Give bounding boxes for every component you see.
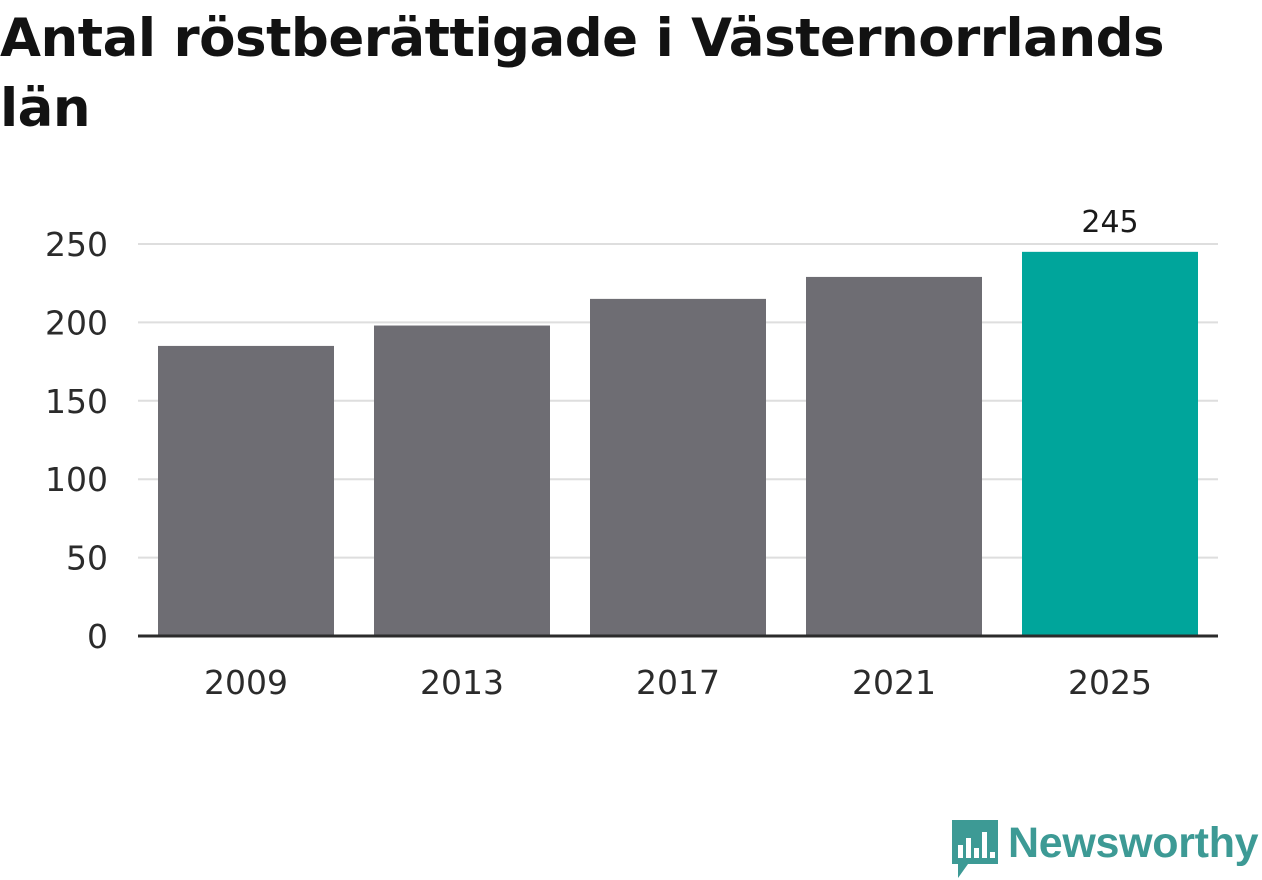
bar <box>158 345 334 636</box>
newsworthy-logo-icon <box>952 820 998 878</box>
y-tick-label: 0 <box>87 617 108 656</box>
x-tick-label: 2009 <box>204 663 288 702</box>
y-tick-label: 250 <box>45 225 108 264</box>
data-label: 245 <box>1081 205 1138 240</box>
x-tick-label: 2021 <box>852 663 936 702</box>
y-tick-label: 150 <box>45 382 108 421</box>
y-tick-label: 50 <box>66 539 108 578</box>
data-labels: 245 <box>1081 205 1138 240</box>
brand-name: Newsworthy <box>1008 819 1259 867</box>
bars <box>158 251 1198 636</box>
y-tick-label: 200 <box>45 303 108 342</box>
newsworthy-logo: Newsworthy <box>950 818 1259 880</box>
bar-chart: 0 50 100 150 200 250 245 2009 2013 2017 2021 2025 <box>45 205 1218 702</box>
bar <box>1022 251 1198 636</box>
bar <box>806 276 982 636</box>
bar <box>374 325 550 636</box>
x-tick-label: 2025 <box>1068 663 1152 702</box>
x-axis-tick-labels: 2009 2013 2017 2021 2025 <box>204 663 1152 702</box>
bar <box>590 298 766 636</box>
y-tick-label: 100 <box>45 460 108 499</box>
chart-title: Antal röstberättigade i Västernorrlands … <box>0 8 1165 139</box>
y-axis-tick-labels: 0 50 100 150 200 250 <box>45 225 108 656</box>
x-tick-label: 2017 <box>636 663 720 702</box>
x-tick-label: 2013 <box>420 663 504 702</box>
